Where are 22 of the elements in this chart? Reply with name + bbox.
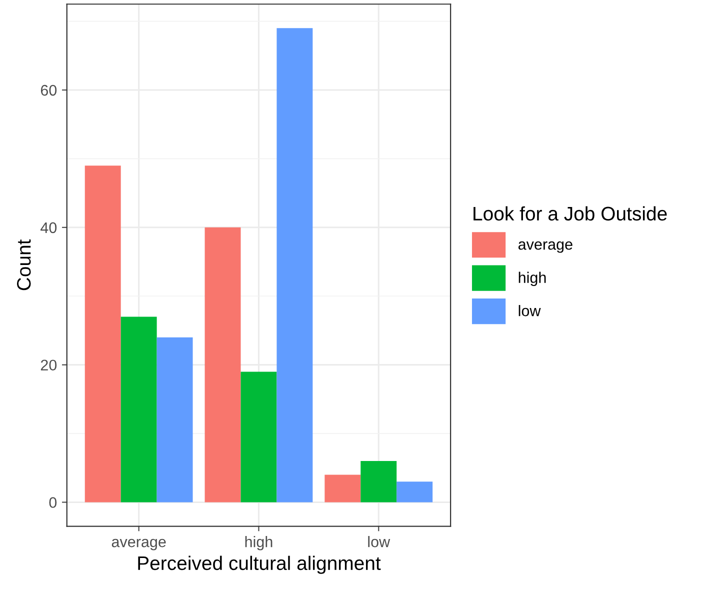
legend-label: average: [518, 241, 572, 253]
y-tick-label: 20: [40, 360, 57, 371]
x-tick-label: low: [368, 536, 390, 548]
x-tick-label: average: [112, 538, 166, 550]
bar: [360, 461, 397, 502]
legend-label: low: [518, 305, 541, 316]
y-tick-label: 0: [49, 497, 57, 508]
x-tick-label: high: [245, 536, 272, 550]
bar: [240, 372, 277, 502]
bar: [84, 166, 121, 502]
bar: [120, 316, 157, 502]
bar: [204, 227, 241, 502]
y-tick-label: 40: [40, 222, 57, 234]
y-tick-label: 60: [40, 84, 57, 96]
bar: [396, 482, 433, 502]
legend-label: high: [518, 272, 546, 286]
bar: [276, 28, 313, 502]
x-axis-title: Perceived cultural alignment: [138, 556, 381, 574]
legend-title: Look for a Job Outside: [474, 206, 667, 221]
bar: [156, 337, 193, 502]
y-axis-title: Count: [17, 239, 31, 290]
bar: [324, 474, 361, 502]
